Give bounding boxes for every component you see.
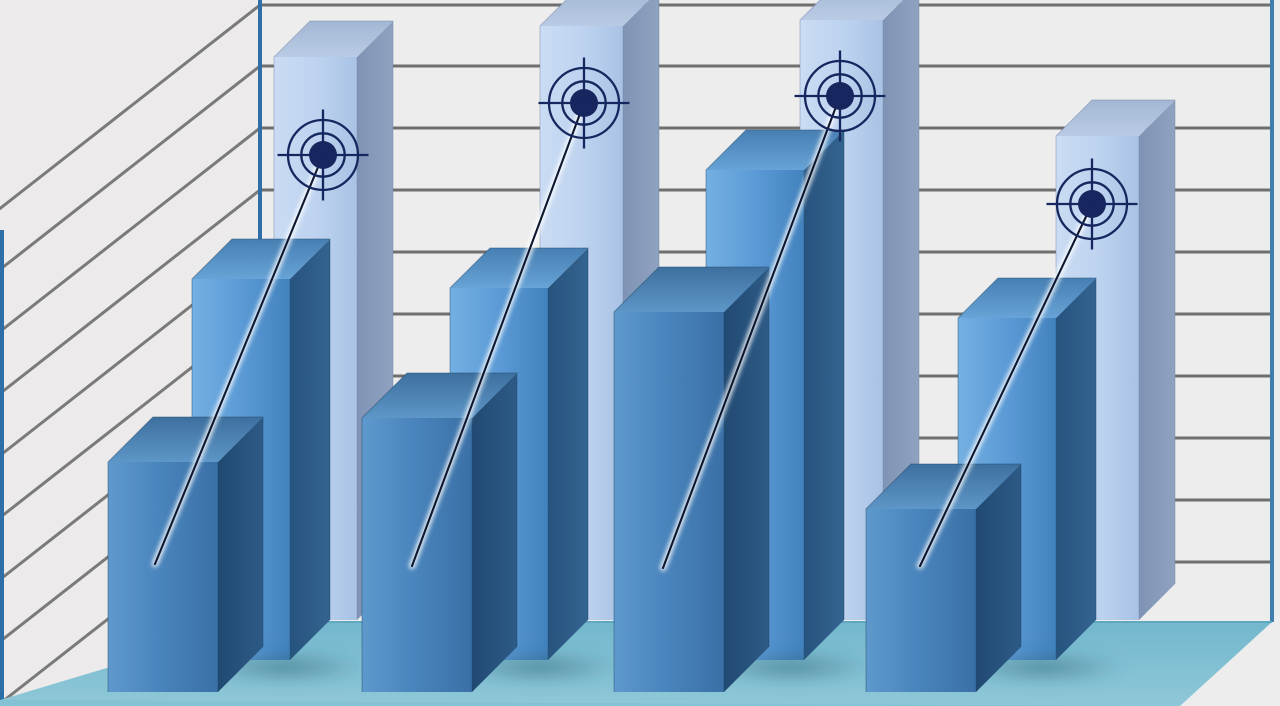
bar-side-face [218, 417, 263, 692]
pointer-lines [152, 93, 1095, 571]
bar-front-face [866, 509, 976, 692]
pointer-line-1 [152, 152, 326, 567]
bar-edge [107, 416, 264, 692]
bar-group-front-row [107, 266, 1022, 692]
bar-front-4 [865, 463, 1022, 692]
bar-top-face [800, 0, 903, 20]
pointer-line-4 [917, 201, 1095, 569]
bar-side-face [724, 267, 769, 692]
target-icon-4 [1046, 158, 1138, 250]
target-markers [277, 50, 1138, 250]
bar-top-face [1056, 100, 1175, 136]
bar-edge [361, 372, 518, 692]
target-icon-3 [794, 50, 886, 142]
pointer-core [918, 202, 1094, 568]
bar-front-face [108, 462, 218, 692]
bar-edge [865, 463, 1022, 692]
bar-side-face [1139, 100, 1175, 620]
bar-top-face [958, 278, 1096, 318]
pointer-line-3 [660, 93, 843, 571]
bar-top-face [540, 0, 649, 26]
bar-front-3 [613, 266, 770, 692]
bar-edge [191, 238, 331, 660]
bar-front-2 [361, 372, 518, 692]
pointer-core [661, 94, 842, 570]
bar-side-face [976, 464, 1021, 692]
pointer-core [153, 153, 325, 566]
bar-edge [613, 266, 770, 692]
bar-top-face [192, 239, 330, 279]
bar-top-face [866, 464, 1021, 509]
bar-front-face [614, 312, 724, 692]
bar-side-face [804, 130, 844, 660]
pointer-line-2 [409, 100, 587, 569]
bar-side-face [472, 373, 517, 692]
bar-top-face [108, 417, 263, 462]
bar-side-face [548, 248, 588, 660]
bar-top-face [614, 267, 769, 312]
target-icon-2 [538, 57, 630, 149]
bar-side-face [290, 239, 330, 660]
bar-edge [957, 277, 1097, 660]
target-icon-1 [277, 109, 369, 201]
bar-top-face [450, 248, 588, 288]
bar-top-face [706, 130, 844, 170]
bar-front-1 [107, 416, 264, 692]
bar-side-face [1056, 278, 1096, 660]
pointer-core [410, 101, 586, 568]
bar-top-face [274, 21, 393, 57]
